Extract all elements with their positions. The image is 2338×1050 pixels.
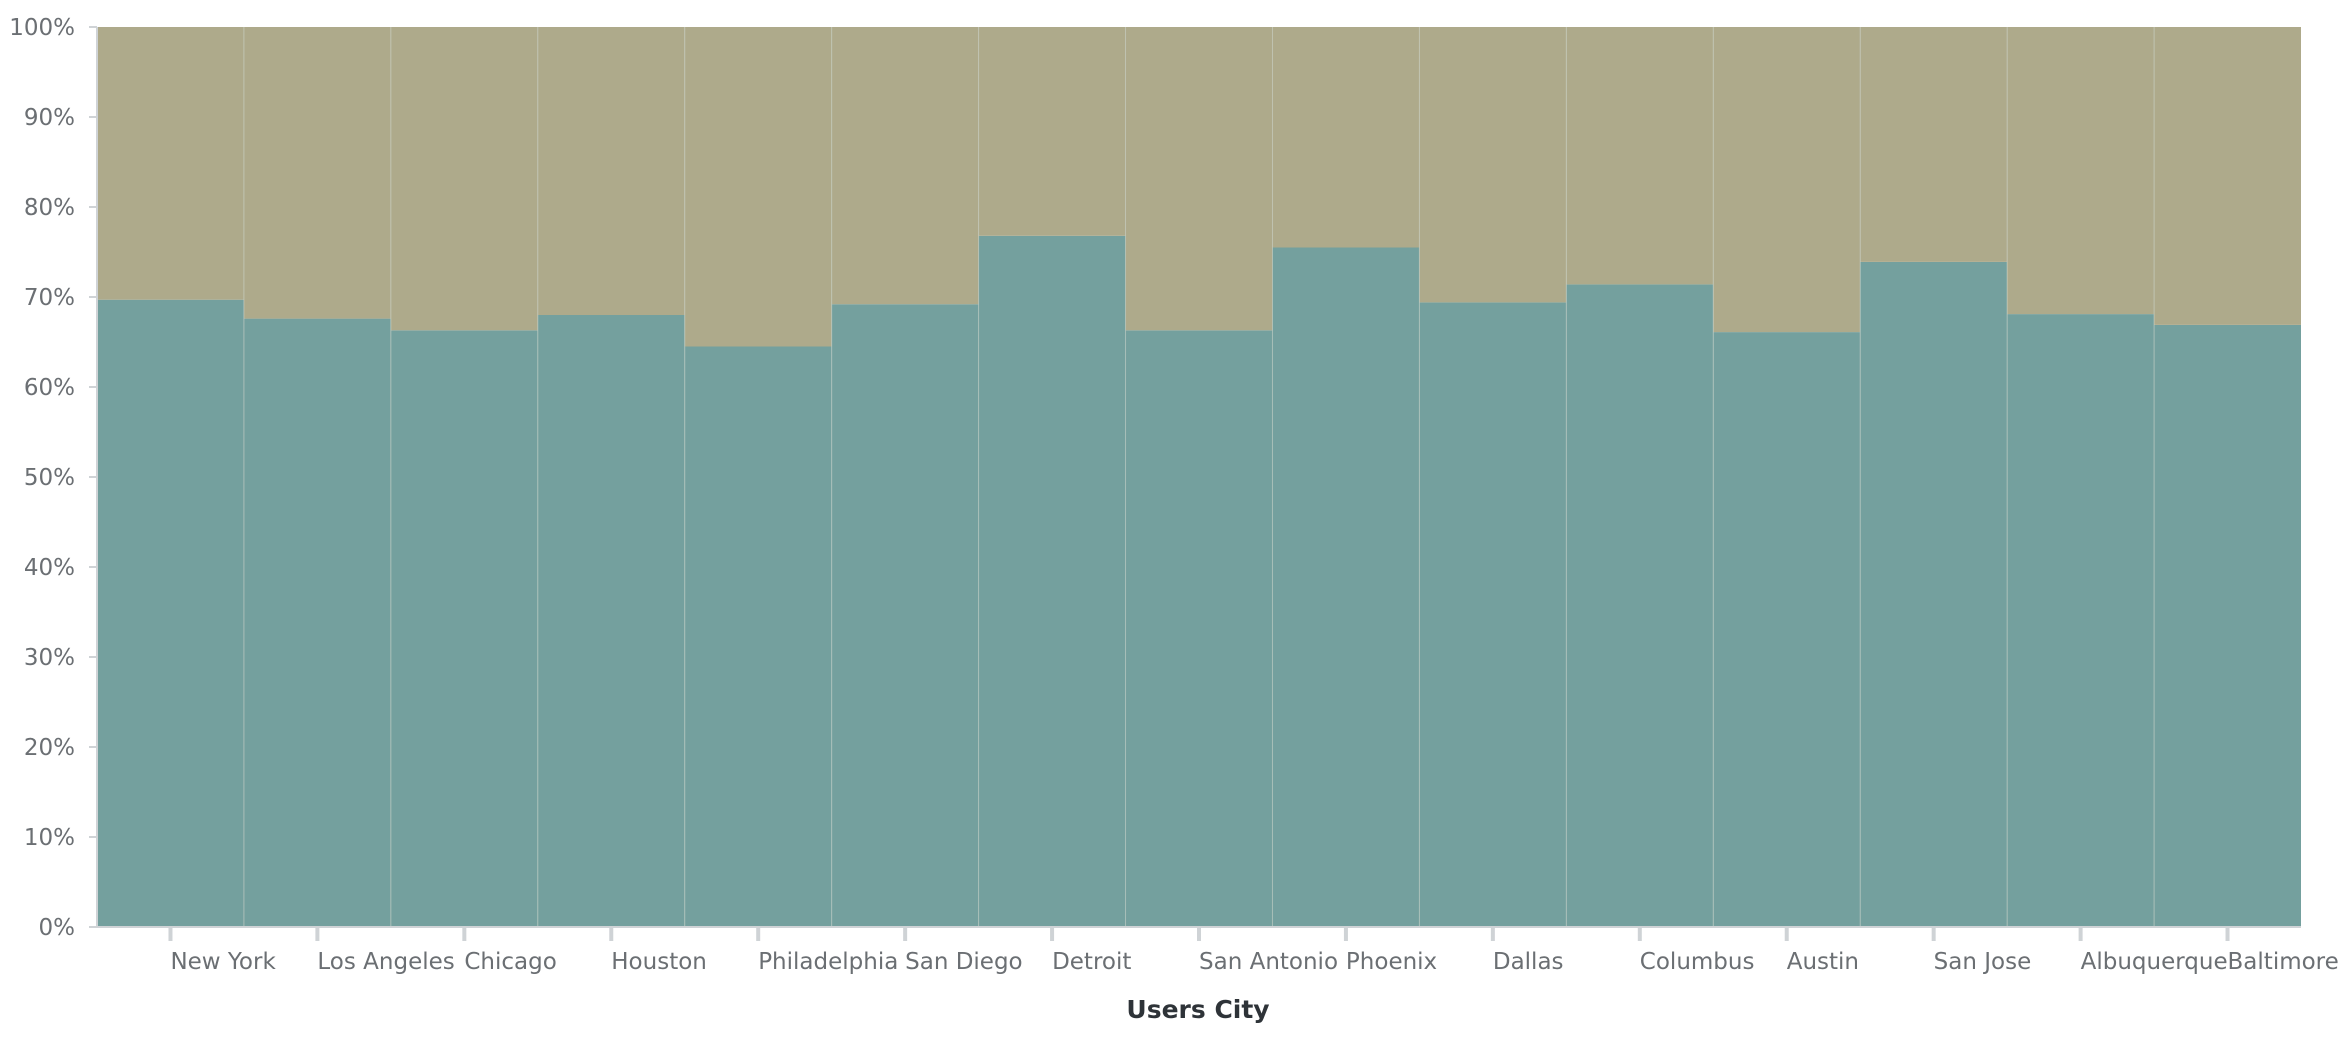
y-axis: 0% 10% 20% 30% 40% 50% 60% 70% 80% 90% 100%	[9, 15, 98, 941]
y-tick-label: 80%	[24, 195, 75, 221]
x-tick-label: Dallas	[1493, 949, 1564, 975]
x-tick-label: San Diego	[905, 949, 1023, 975]
x-tick-label: Philadelphia	[758, 949, 898, 975]
y-tick-label: 10%	[24, 825, 75, 851]
bar-segment-1-14	[2154, 324, 2301, 927]
x-tick-label: Baltimore	[2228, 949, 2338, 975]
y-tick-label: 30%	[24, 645, 75, 671]
bar-segment-2-1	[243, 27, 391, 319]
y-tick-label: 100%	[9, 15, 75, 41]
x-axis: New York Los Angeles Chicago Houston Philade…	[97, 926, 2338, 975]
bar-segment-2-0	[97, 27, 244, 300]
bars-group	[97, 27, 2301, 928]
bar-segment-1-9	[1419, 302, 1567, 927]
x-tick-label: San Jose	[1934, 949, 2032, 975]
y-tick-label: 90%	[24, 105, 75, 131]
y-tick-label: 70%	[24, 285, 75, 311]
bar-segment-2-4	[684, 27, 832, 347]
bar-segment-1-11	[1713, 332, 1861, 928]
bar-segment-2-7	[1125, 27, 1273, 331]
x-tick-label: Albuquerque	[2081, 949, 2228, 975]
bar-segment-2-13	[2007, 27, 2155, 315]
bar-segment-1-12	[1860, 261, 2008, 927]
bar-segment-1-0	[97, 299, 244, 927]
bar-segment-2-12	[1860, 27, 2008, 262]
y-tick-label: 50%	[24, 465, 75, 491]
x-tick-label: Detroit	[1052, 949, 1131, 975]
y-tick-label: 60%	[24, 375, 75, 401]
bar-segment-1-4	[684, 346, 832, 927]
bar-segment-1-6	[978, 235, 1126, 928]
bar-segment-2-11	[1713, 27, 1861, 333]
x-tick-label: Los Angeles	[317, 949, 454, 975]
bar-segment-2-8	[1272, 27, 1420, 248]
x-tick-label: Columbus	[1640, 949, 1755, 975]
x-tick-label: New York	[170, 949, 276, 975]
x-tick-label: Austin	[1787, 949, 1859, 975]
bar-segment-1-10	[1566, 284, 1714, 927]
y-tick-label: 40%	[24, 555, 75, 581]
bar-segment-2-14	[2154, 27, 2301, 325]
bar-segment-2-9	[1419, 27, 1567, 303]
x-axis-title: Users City	[1126, 995, 1269, 1024]
bar-segment-2-6	[978, 27, 1126, 236]
bar-segment-2-2	[390, 27, 538, 331]
x-tick-label: San Antonio	[1199, 949, 1338, 975]
bar-segment-1-5	[831, 304, 979, 927]
bar-segment-2-5	[831, 27, 979, 305]
x-tick-label: Chicago	[464, 949, 556, 975]
y-tick-label: 0%	[39, 915, 76, 941]
y-tick-label: 20%	[24, 735, 75, 761]
bar-segment-1-7	[1125, 330, 1273, 927]
x-tick-label: Phoenix	[1346, 949, 1437, 975]
x-tick-label: Houston	[611, 949, 707, 975]
bar-segment-1-13	[2007, 314, 2155, 928]
bar-segment-1-8	[1272, 247, 1420, 927]
bar-segment-1-3	[537, 315, 685, 927]
bar-segment-2-10	[1566, 27, 1714, 285]
bar-segment-2-3	[537, 27, 685, 315]
bar-segment-1-2	[390, 330, 538, 927]
bar-segment-1-1	[243, 318, 391, 928]
